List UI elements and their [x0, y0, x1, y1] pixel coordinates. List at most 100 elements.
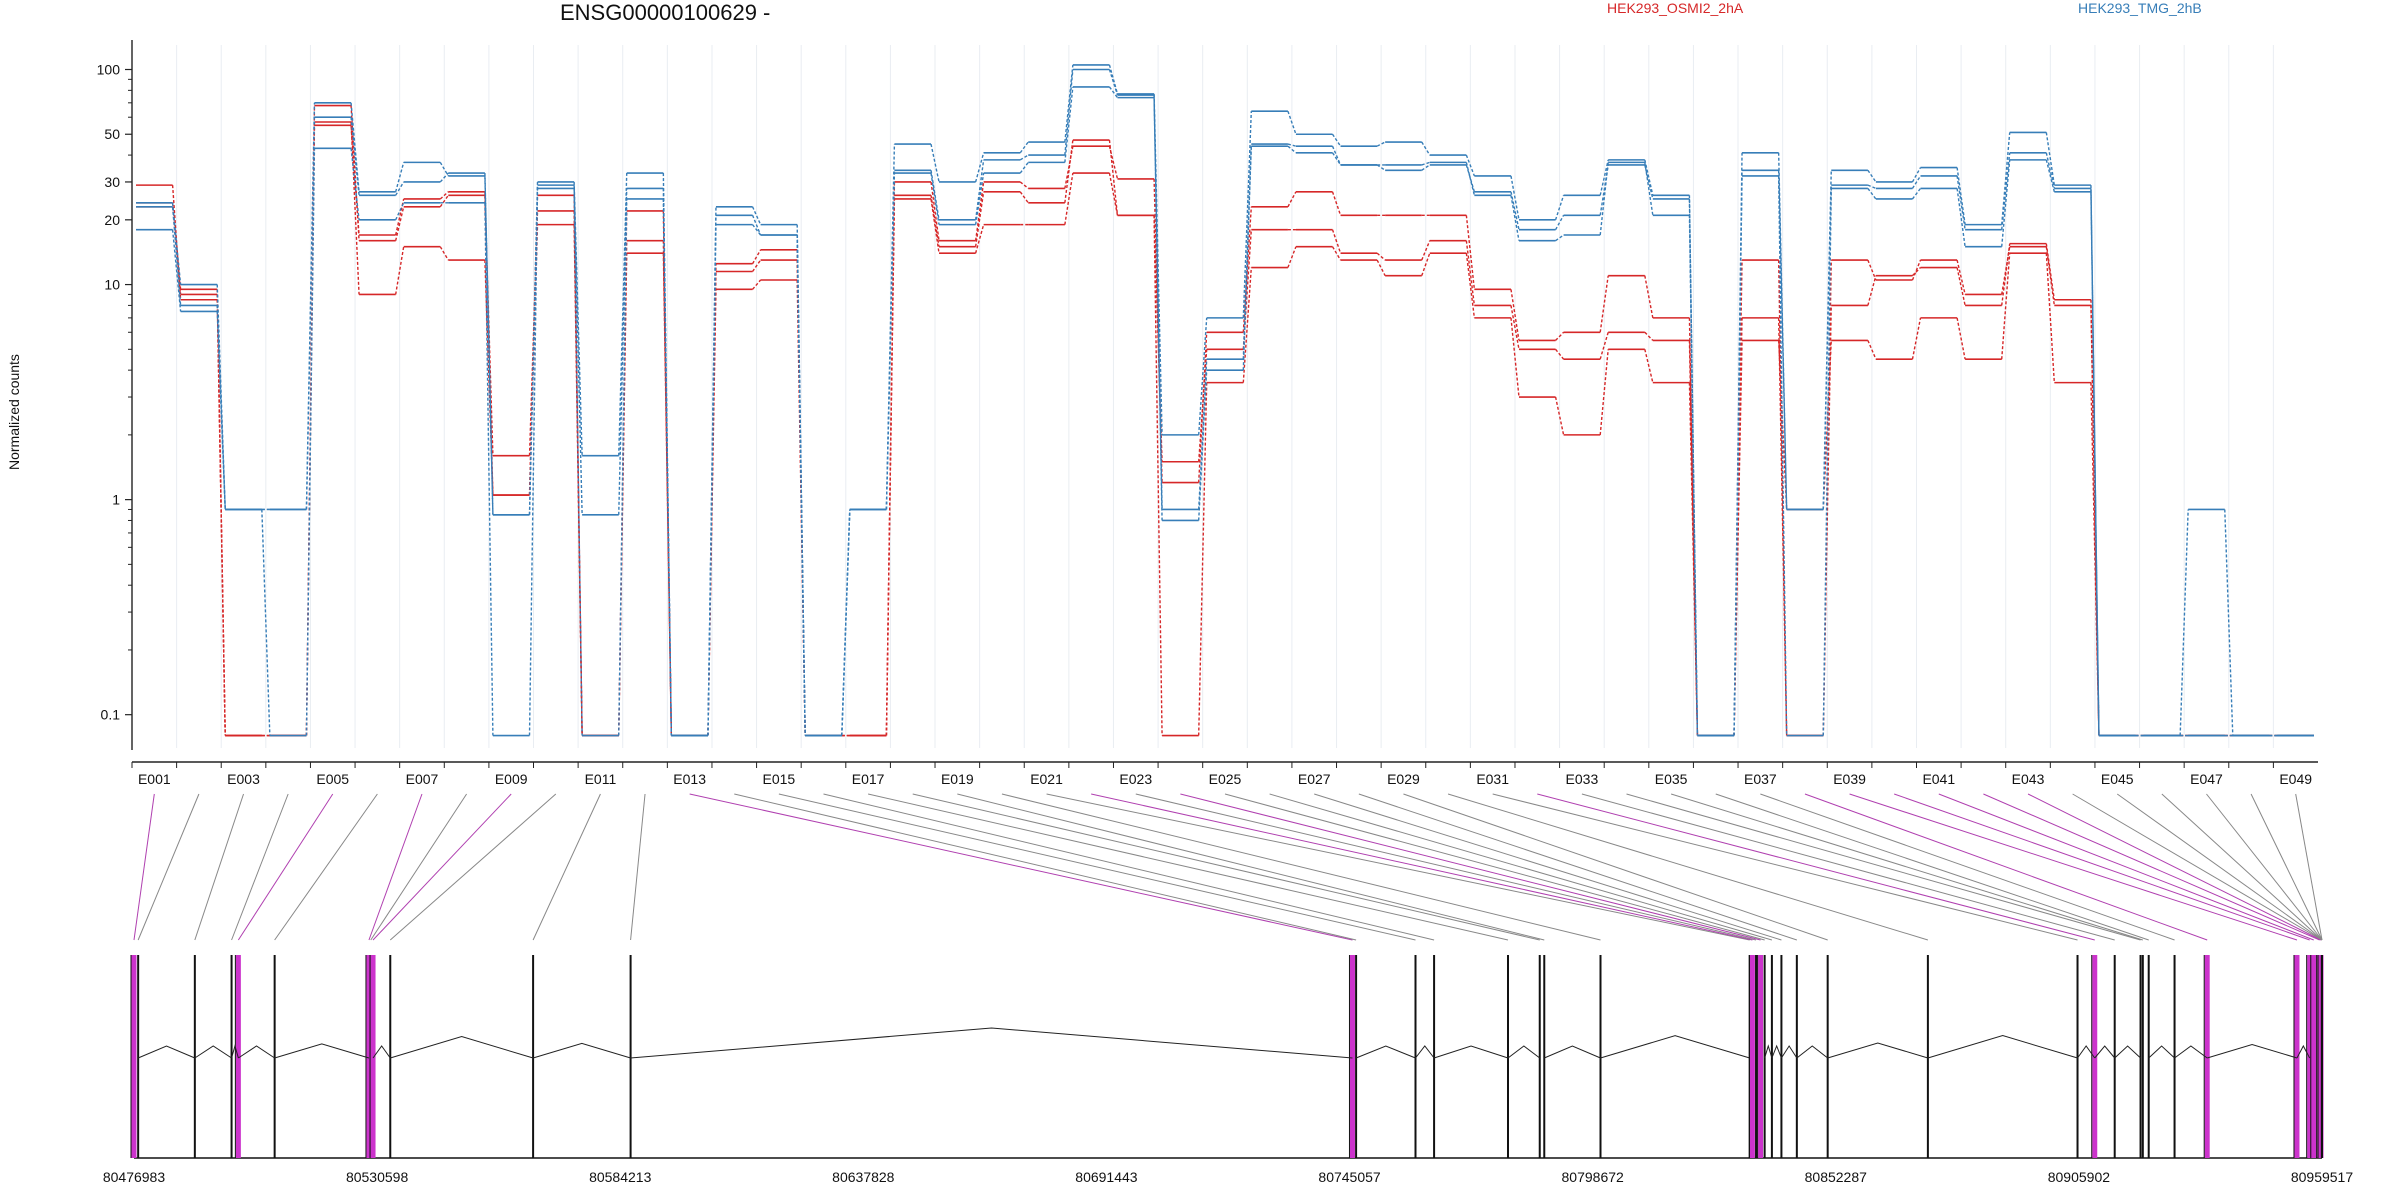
series-connector	[171, 229, 182, 312]
series-connector	[573, 181, 583, 456]
series-connector	[1465, 215, 1476, 290]
series-connector	[216, 284, 226, 510]
x-tick-label: E011	[585, 771, 617, 787]
genome-tick-label: 80905902	[2048, 1169, 2111, 1185]
series-connector	[350, 148, 360, 220]
series-connector	[930, 198, 940, 254]
exon-connector-line	[194, 793, 245, 941]
genome-tick-label: 80852287	[1805, 1169, 1868, 1185]
series-connector	[1331, 145, 1342, 166]
series-connector	[1688, 195, 1699, 736]
x-tick-label: E019	[941, 771, 974, 787]
intron-line	[1796, 1045, 1828, 1059]
series-connector	[662, 173, 673, 736]
exon-connector-line	[1403, 793, 1828, 941]
exon-connector-line	[1046, 793, 1750, 941]
exon-block	[1758, 955, 1764, 1158]
series-connector	[1510, 317, 1520, 398]
y-tick-label: 50	[104, 126, 120, 142]
series-connector	[796, 224, 806, 736]
series-connector	[1421, 240, 1431, 261]
series-connector	[1465, 162, 1476, 196]
genome-tick-label: 80530598	[346, 1169, 409, 1185]
series-connector	[528, 188, 539, 736]
y-tick-label: 0.1	[101, 707, 121, 723]
series-connector	[974, 191, 985, 247]
series-connector	[1331, 191, 1342, 216]
series-connector	[1644, 164, 1654, 200]
exon-block	[2139, 955, 2142, 1158]
intron-line	[238, 1045, 275, 1059]
exon-connector-line	[237, 793, 334, 941]
intron-line	[532, 1042, 631, 1059]
series-connector	[1153, 93, 1163, 435]
exon-connector-line	[1894, 793, 2310, 941]
genome-tick-label: 80476983	[103, 1169, 166, 1185]
series-connector	[2090, 299, 2100, 736]
exon-block	[1506, 955, 1509, 1158]
exon-connector-line	[2116, 793, 2323, 941]
series-connector	[1644, 162, 1654, 216]
series-connector	[439, 191, 449, 200]
genome-tick-label: 80637828	[832, 1169, 895, 1185]
exon-block	[629, 955, 632, 1158]
exon-connector-line	[1626, 793, 2141, 941]
intron-line	[2148, 1045, 2175, 1059]
exon-block-edge	[365, 955, 367, 1158]
series-connector	[573, 188, 583, 736]
intron-line	[1827, 1042, 1929, 1059]
series-connector	[1064, 86, 1074, 163]
series-connector	[1197, 317, 1208, 435]
intron-line	[2077, 1045, 2096, 1059]
series-connector	[751, 206, 762, 225]
series-connector	[974, 172, 985, 225]
series-connector	[1510, 289, 1520, 341]
exon-block	[2147, 955, 2150, 1158]
series-connector	[1376, 252, 1386, 261]
series-connector	[1287, 145, 1297, 154]
intron-line	[274, 1043, 370, 1059]
series-connector	[930, 143, 940, 183]
series-2	[136, 124, 2314, 737]
series-connector	[2090, 188, 2100, 736]
series-connector	[1599, 275, 1609, 333]
series-connector	[395, 181, 405, 196]
series-connector	[2045, 152, 2056, 189]
exon-block-edge	[2316, 955, 2318, 1158]
intron-line	[2114, 1045, 2141, 1059]
exon-connector-line	[133, 793, 155, 941]
intron-line	[372, 1045, 391, 1059]
series-4	[136, 68, 2314, 737]
exon-block	[1538, 955, 1541, 1158]
series-connector	[305, 148, 316, 736]
exon-connector-layer	[133, 793, 2323, 941]
exon-block	[1433, 955, 1436, 1158]
x-tick-label: E007	[406, 771, 439, 787]
exon-connector-line	[1135, 793, 1757, 941]
intron-line	[1781, 1045, 1798, 1059]
exon-connector-line	[2295, 793, 2323, 941]
series-connector	[1822, 170, 1832, 510]
exon-connector-line	[912, 793, 1540, 941]
series-connector	[394, 162, 405, 192]
intron-line	[1415, 1045, 1435, 1059]
series-connector	[1644, 349, 1654, 383]
series-connector	[1644, 159, 1654, 196]
series-connector	[974, 159, 985, 220]
series-connector	[394, 206, 405, 241]
exon-connector-line	[1358, 793, 1797, 941]
series-connector	[2045, 132, 2056, 186]
exon-connector-line	[274, 793, 378, 941]
exon-connector-line	[389, 793, 557, 941]
exon-block	[2307, 955, 2313, 1158]
exon-block	[2173, 955, 2176, 1158]
exon-connector-line	[867, 793, 1509, 941]
exon-block	[2204, 955, 2210, 1158]
exon-block-edge	[2310, 955, 2312, 1158]
series-connector	[1242, 267, 1253, 383]
series-connector	[751, 259, 762, 272]
series-connector	[707, 206, 717, 736]
x-tick-label: E049	[2279, 771, 2312, 787]
exon-block-edge	[2203, 955, 2205, 1158]
